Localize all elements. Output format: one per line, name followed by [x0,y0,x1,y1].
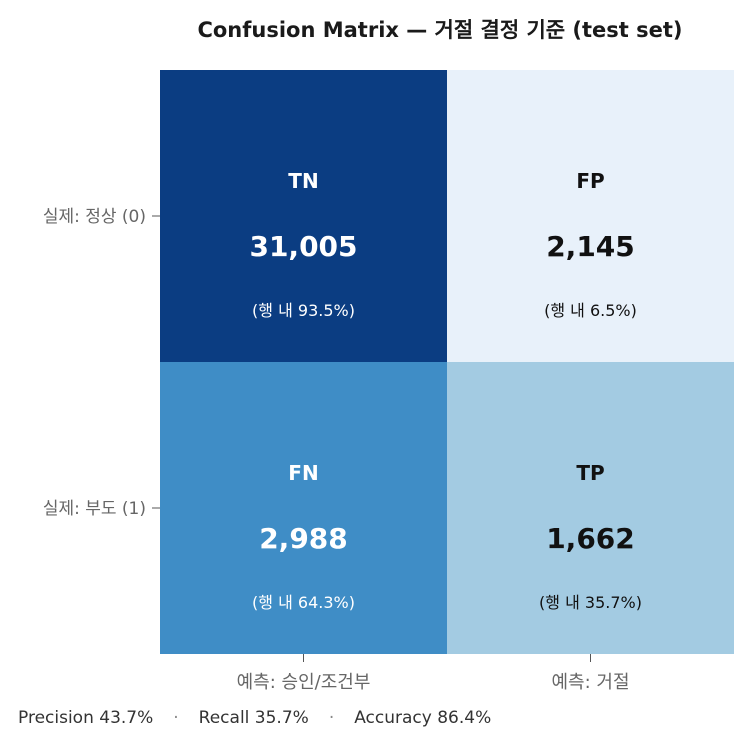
matrix-cell [160,70,447,362]
confusion-matrix-chart: TN 31,005 (행 내 93.5%) FP 2,145 (행 내 6.5%) FN 2,… [43,70,734,693]
cell-row-percent: (행 내 64.3%) [252,593,355,612]
cell-row-percent: (행 내 35.7%) [539,593,642,612]
footer-separator: · [328,708,335,728]
cell-label: TN [288,169,318,193]
row-label: 실제: 부도 (1) [43,499,146,519]
row-label: 실제: 정상 (0) [43,207,146,227]
cell-count: 31,005 [249,230,357,263]
matrix-cell [447,362,734,654]
column-label: 예측: 거절 [551,672,629,693]
cell-label: FN [288,461,318,485]
cell-row-percent: (행 내 6.5%) [544,301,637,320]
column-label: 예측: 승인/조건부 [237,672,371,693]
cell-count: 2,145 [546,230,635,263]
cell-label: FP [576,169,604,193]
cell-count: 1,662 [546,522,635,555]
cell-count: 2,988 [259,522,348,555]
matrix-cell [160,362,447,654]
matrix-cell [447,70,734,362]
cell-label: TP [576,461,604,485]
metrics-footer: Precision 43.7% · Recall 35.7% · Accuracy 86… [18,708,491,728]
precision-metric: Precision 43.7% [18,708,154,728]
footer-separator: · [173,708,179,728]
recall-metric: Recall 35.7% [198,708,309,728]
accuracy-metric: Accuracy 86.4% [354,708,492,728]
cell-row-percent: (행 내 93.5%) [252,301,355,320]
chart-title: Confusion Matrix — 거절 결정 기준 (test set) [197,18,683,42]
